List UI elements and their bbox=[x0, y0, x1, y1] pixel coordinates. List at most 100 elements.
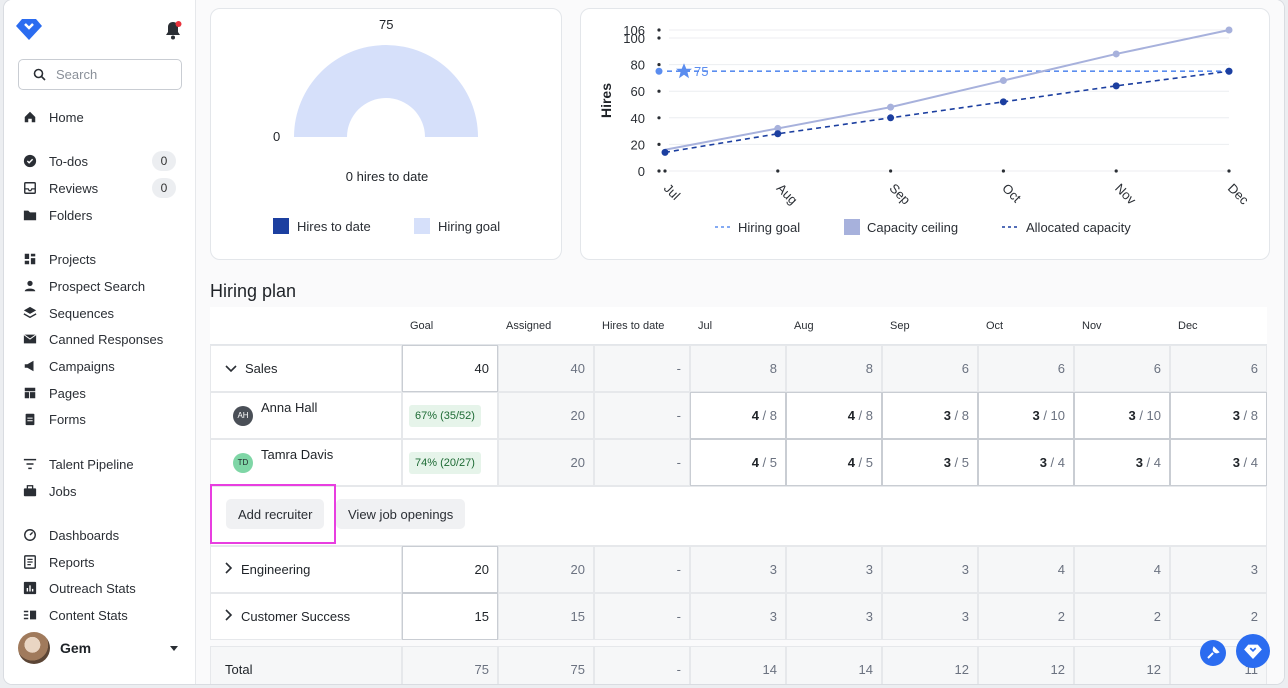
report-icon bbox=[22, 554, 38, 570]
sidebar-item-reports[interactable]: Reports bbox=[22, 551, 182, 573]
capacity-ceiling-point bbox=[999, 77, 1007, 85]
sidebar-item-label: Campaigns bbox=[49, 358, 115, 374]
x-tick-label: Nov bbox=[1112, 181, 1139, 208]
sidebar-item-dashboards[interactable]: Dashboards bbox=[22, 524, 182, 546]
month-value: 3 bbox=[786, 593, 882, 640]
y-axis-label: Hires bbox=[598, 83, 614, 118]
y-tick-mark bbox=[657, 116, 661, 120]
month-capacity-input[interactable]: 3 / 4 bbox=[978, 439, 1074, 486]
column-header: Oct bbox=[978, 307, 1074, 345]
goal-input[interactable]: 40 bbox=[402, 345, 498, 392]
wrench-icon bbox=[1207, 646, 1220, 659]
sidebar-item-prospect-search[interactable]: Prospect Search bbox=[22, 275, 182, 297]
month-value: 8 bbox=[690, 345, 786, 392]
capacity-ceiling-point bbox=[774, 124, 782, 132]
filter-icon bbox=[22, 456, 38, 472]
month-capacity-input[interactable]: 4 / 8 bbox=[786, 392, 882, 439]
gauge-caption: 0 hires to date bbox=[345, 169, 429, 184]
folder-icon bbox=[22, 207, 38, 223]
sidebar-item-sequences[interactable]: Sequences bbox=[22, 302, 182, 324]
chevron-right-icon[interactable] bbox=[225, 609, 233, 621]
month-value: 4 bbox=[1074, 546, 1170, 593]
department-row: Engineering 20 20-3 3 3 4 4 3 bbox=[210, 546, 1267, 593]
department-name[interactable]: Customer Success bbox=[210, 593, 402, 640]
sidebar-item-folders[interactable]: Folders bbox=[22, 204, 182, 226]
sidebar-item-jobs[interactable]: Jobs bbox=[22, 480, 182, 502]
bar-chart-icon bbox=[22, 580, 38, 596]
capacity-ceiling-point bbox=[1112, 50, 1120, 58]
month-capacity-input[interactable]: 3 / 4 bbox=[1074, 439, 1170, 486]
month-capacity-input[interactable]: 3 / 10 bbox=[1074, 392, 1170, 439]
sidebar-item-to-dos[interactable]: To-dos 0 bbox=[22, 150, 182, 172]
x-tick-label: Sep bbox=[886, 181, 913, 208]
gauge-goal-arc bbox=[294, 45, 478, 137]
gem-logo-icon[interactable] bbox=[16, 18, 42, 40]
goal-input: 75 bbox=[402, 646, 498, 684]
month-capacity-input[interactable]: 3 / 5 bbox=[882, 439, 978, 486]
department-row: Customer Success 15 15-3 3 3 2 2 2 bbox=[210, 593, 1267, 640]
month-value: 4 bbox=[978, 546, 1074, 593]
gauge-max-label: 75 bbox=[379, 17, 394, 32]
legend-swatch-capacity-ceiling bbox=[844, 219, 860, 235]
sidebar-item-reviews[interactable]: Reviews 0 bbox=[22, 177, 182, 199]
gauge-min-label: 0 bbox=[273, 129, 281, 144]
department-name[interactable]: Engineering bbox=[210, 546, 402, 593]
y-tick-mark bbox=[657, 36, 661, 40]
avatar bbox=[18, 632, 50, 664]
month-value: 3 bbox=[882, 546, 978, 593]
sidebar-item-label: Sequences bbox=[49, 305, 115, 321]
highlight-box bbox=[210, 484, 336, 544]
chevron-down-icon[interactable] bbox=[225, 365, 237, 373]
tools-button[interactable] bbox=[1200, 640, 1226, 666]
inbox-icon bbox=[22, 180, 38, 196]
month-value: 8 bbox=[786, 345, 882, 392]
sidebar-item-campaigns[interactable]: Campaigns bbox=[22, 355, 182, 377]
sidebar-item-home[interactable]: Home bbox=[22, 106, 182, 128]
y-tick-mark bbox=[657, 62, 661, 67]
sidebar-item-label: Canned Responses bbox=[49, 331, 164, 347]
x-tick-mark bbox=[776, 169, 780, 173]
gem-assistant-button[interactable] bbox=[1236, 634, 1270, 668]
assigned-value: 20 bbox=[498, 392, 594, 439]
view-job-openings-button[interactable]: View job openings bbox=[336, 499, 466, 529]
goal-input[interactable]: 15 bbox=[402, 593, 498, 640]
sidebar-item-pages[interactable]: Pages bbox=[22, 382, 182, 404]
month-capacity-input[interactable]: 4 / 5 bbox=[690, 439, 786, 486]
search-input[interactable]: Search bbox=[18, 59, 182, 90]
search-placeholder: Search bbox=[56, 67, 98, 82]
sidebar-item-label: Outreach Stats bbox=[49, 580, 136, 596]
page-icon bbox=[22, 385, 38, 401]
list-chart-icon bbox=[22, 607, 38, 623]
capacity-ceiling-line bbox=[664, 29, 1230, 151]
hiring-goal-start-point bbox=[655, 67, 663, 75]
assigned-value: 15 bbox=[498, 593, 594, 640]
user-menu[interactable]: Gem bbox=[18, 628, 188, 668]
sidebar-item-projects[interactable]: Projects bbox=[22, 248, 182, 270]
month-capacity-input[interactable]: 3 / 4 bbox=[1170, 439, 1267, 486]
sidebar-item-forms[interactable]: Forms bbox=[22, 408, 182, 430]
notification-bell-icon[interactable] bbox=[164, 20, 182, 40]
month-capacity-input[interactable]: 3 / 8 bbox=[882, 392, 978, 439]
month-capacity-input[interactable]: 3 / 8 bbox=[1170, 392, 1267, 439]
sidebar-item-canned-responses[interactable]: Canned Responses bbox=[22, 328, 182, 350]
department-name[interactable]: Sales bbox=[210, 345, 402, 392]
hires-value: - bbox=[594, 439, 690, 486]
allocated-capacity-point bbox=[887, 114, 895, 122]
sidebar-item-label: Reviews bbox=[49, 180, 99, 196]
goal-star-icon bbox=[676, 63, 692, 79]
legend-label-capacity-ceiling: Capacity ceiling bbox=[867, 220, 958, 235]
hires-value: - bbox=[594, 593, 690, 640]
sidebar-item-outreach-stats[interactable]: Outreach Stats bbox=[22, 577, 182, 599]
chevron-right-icon[interactable] bbox=[225, 562, 233, 574]
goal-input[interactable]: 20 bbox=[402, 546, 498, 593]
month-capacity-input[interactable]: 4 / 8 bbox=[690, 392, 786, 439]
sidebar-item-content-stats[interactable]: Content Stats bbox=[22, 604, 182, 626]
sidebar-item-talent-pipeline[interactable]: Talent Pipeline bbox=[22, 453, 182, 475]
month-capacity-input[interactable]: 4 / 5 bbox=[786, 439, 882, 486]
add-recruiter-button[interactable]: Add recruiter bbox=[226, 499, 325, 529]
legend-label: Hires to date bbox=[297, 218, 371, 234]
column-header: Assigned bbox=[498, 307, 594, 345]
month-capacity-input[interactable]: 3 / 10 bbox=[978, 392, 1074, 439]
x-tick-label: Oct bbox=[999, 181, 1024, 206]
